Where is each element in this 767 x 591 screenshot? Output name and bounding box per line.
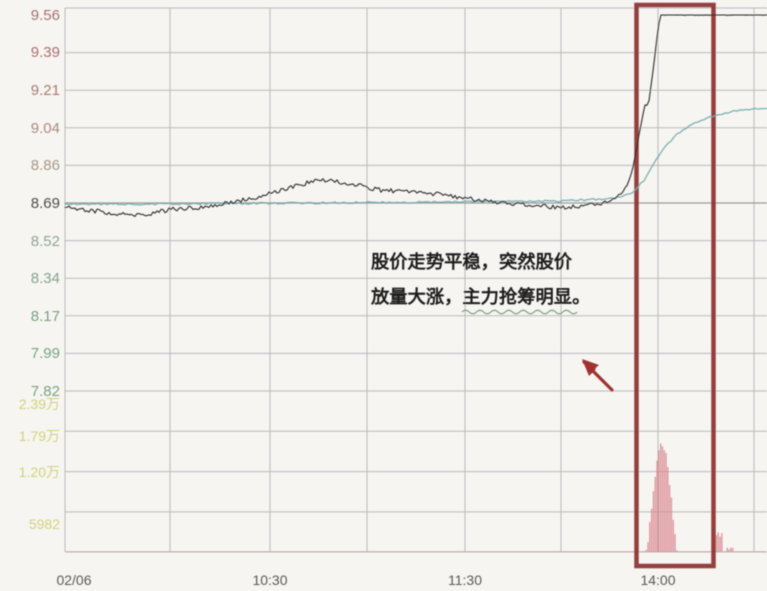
svg-text:9.04: 9.04 — [31, 120, 60, 137]
svg-text:股价走势平稳，突然股价: 股价走势平稳，突然股价 — [370, 251, 573, 272]
svg-text:8.17: 8.17 — [31, 308, 60, 325]
svg-text:9.56: 9.56 — [31, 7, 60, 24]
svg-text:10:30: 10:30 — [252, 572, 287, 588]
svg-text:放量大涨，主力抢筹明显。: 放量大涨，主力抢筹明显。 — [370, 286, 590, 307]
svg-text:9.21: 9.21 — [31, 82, 60, 99]
svg-text:8.52: 8.52 — [31, 233, 60, 250]
svg-text:5982: 5982 — [29, 516, 60, 532]
svg-text:8.69: 8.69 — [31, 195, 60, 212]
svg-text:02/06: 02/06 — [56, 572, 91, 588]
svg-text:2.39万: 2.39万 — [19, 396, 60, 412]
svg-text:7.99: 7.99 — [31, 345, 60, 362]
svg-text:14:00: 14:00 — [640, 572, 675, 588]
svg-text:8.86: 8.86 — [31, 157, 60, 174]
svg-text:1.20万: 1.20万 — [19, 464, 60, 480]
svg-text:11:30: 11:30 — [448, 572, 482, 588]
svg-text:1.79万: 1.79万 — [19, 428, 60, 444]
svg-text:8.34: 8.34 — [31, 270, 60, 287]
svg-text:9.39: 9.39 — [31, 44, 60, 61]
